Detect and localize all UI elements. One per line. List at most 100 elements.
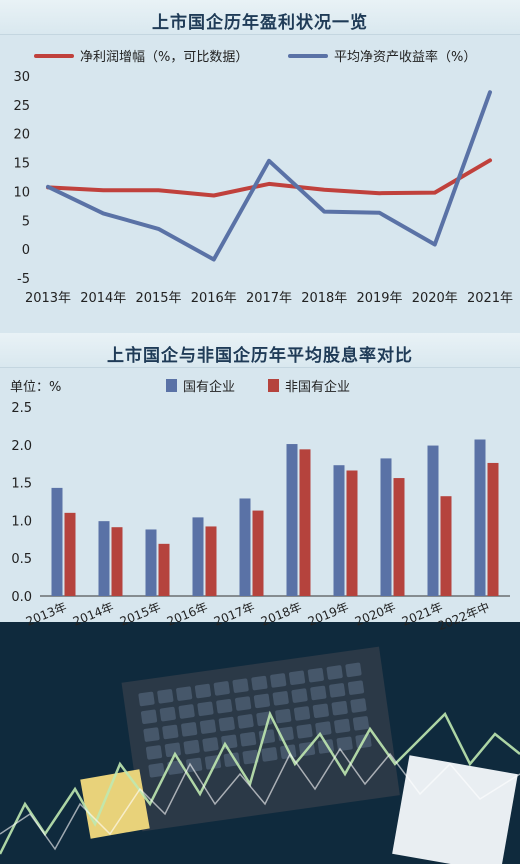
keyboard-key	[194, 683, 212, 699]
legend-label-2: 非国有企业	[285, 379, 350, 395]
y-tick-label: 25	[13, 99, 30, 114]
keyboard-key	[140, 709, 158, 724]
keyboard-key	[183, 739, 200, 755]
chart-title-dividend: 上市国企与非国企历年平均股息率对比	[107, 346, 413, 366]
keyboard-key	[307, 667, 324, 683]
series-point-1	[322, 188, 326, 192]
series-point-2	[433, 243, 437, 247]
keyboard-key	[296, 724, 313, 739]
bar-nonstate	[252, 510, 264, 596]
profit-line-chart: 净利润增幅（%，可比数据） 平均净资产收益率（%） -5 0 5 10 15 20 25 30 2…	[13, 49, 513, 306]
keyboard-key	[350, 698, 367, 713]
keyboard-key	[288, 670, 306, 686]
bar-state	[239, 498, 251, 596]
keyboard-key	[329, 683, 346, 698]
keyboard-key	[326, 665, 343, 680]
series-point-2	[322, 210, 326, 214]
keyboard-key	[218, 716, 235, 732]
keyboard-key	[148, 763, 165, 778]
bar-state	[427, 445, 439, 596]
series-point-1	[267, 182, 271, 186]
keyboard-key	[272, 691, 289, 706]
series-point-2	[267, 159, 271, 163]
bar-state	[145, 529, 157, 596]
keyboard-key	[162, 724, 179, 740]
y-tick-label: 20	[13, 128, 30, 143]
photo-decoration	[0, 646, 520, 864]
y-tick-label: 0	[22, 243, 30, 258]
bar-nonstate	[111, 527, 123, 596]
keyboard-key	[202, 737, 219, 752]
keyboard-key	[352, 716, 370, 731]
keyboard-key	[242, 749, 259, 765]
keyboard-key	[164, 742, 181, 758]
keyboard-key	[232, 678, 249, 693]
keyboard-key	[240, 731, 257, 747]
y-tick-label: 15	[13, 157, 30, 172]
bar-nonstate	[205, 526, 217, 596]
x-tick-label: 2016年	[191, 291, 237, 306]
bar-nonstate	[346, 470, 358, 596]
keyboard-key	[138, 691, 155, 707]
title-band-2	[0, 333, 520, 368]
y-tick-label: 10	[13, 185, 30, 200]
keyboard-key	[235, 696, 252, 711]
keyboard-key	[216, 698, 233, 714]
keyboard-key	[181, 722, 198, 737]
y-tick-label: 1.0	[11, 514, 32, 529]
x-tick-label: 2020年	[412, 291, 458, 306]
keyboard-key	[291, 688, 308, 703]
series-line-1	[46, 158, 492, 198]
series-point-2	[378, 211, 381, 215]
x-tick-label: 2015年	[135, 291, 181, 306]
x-tick-label: 2017年	[246, 291, 292, 306]
x-tick-label: 2014年	[80, 291, 126, 306]
bar-state	[474, 439, 486, 596]
y-tick-label: 2.5	[11, 401, 32, 416]
bar-nonstate	[440, 496, 452, 596]
series-point-1	[488, 158, 492, 162]
legend-label-1: 净利润增幅（%，可比数据）	[80, 50, 248, 65]
bar-state	[51, 487, 63, 596]
unit-label: 单位：%	[10, 380, 61, 395]
keyboard-key	[186, 757, 203, 773]
keyboard-key	[197, 701, 214, 717]
y-tick-label: 30	[13, 70, 30, 85]
bar-nonstate	[393, 478, 405, 596]
x-tick-label: 2021年	[467, 291, 513, 306]
stock-line-deco-1	[0, 710, 520, 855]
stock-line-deco-2	[0, 747, 520, 851]
series-point-1	[378, 191, 381, 195]
legend-swatch-1	[166, 379, 177, 392]
legend-label-2: 平均净资产收益率（%）	[334, 49, 476, 65]
y-tick-label: 5	[22, 214, 30, 229]
bar-state	[380, 458, 392, 596]
series-point-2	[157, 227, 160, 231]
y-tick-label: 0.5	[11, 552, 32, 567]
keyboard-key	[347, 680, 365, 695]
keyboard-key	[143, 727, 160, 742]
series-point-1	[101, 188, 105, 192]
keyboard-key	[213, 681, 230, 696]
bar-nonstate	[487, 462, 499, 596]
y-tick-label: 2.0	[11, 439, 32, 454]
series-point-1	[212, 193, 216, 197]
keyboard-key	[334, 718, 351, 734]
bar-state	[192, 517, 204, 596]
keyboard-key	[312, 703, 329, 719]
keyboard-key	[176, 686, 193, 701]
bar-nonstate	[158, 543, 170, 596]
title-band-1	[0, 0, 520, 35]
series-point-2	[212, 258, 216, 262]
bar-nonstate	[299, 449, 311, 596]
x-tick-label: 2018年	[301, 291, 347, 306]
keyboard-key	[275, 708, 292, 724]
keyboard-key	[345, 662, 362, 678]
series-point-1	[157, 188, 160, 192]
series-point-2	[488, 90, 492, 94]
keyboard-key	[293, 706, 311, 721]
series-point-1	[433, 191, 437, 195]
bar-state	[333, 465, 345, 596]
